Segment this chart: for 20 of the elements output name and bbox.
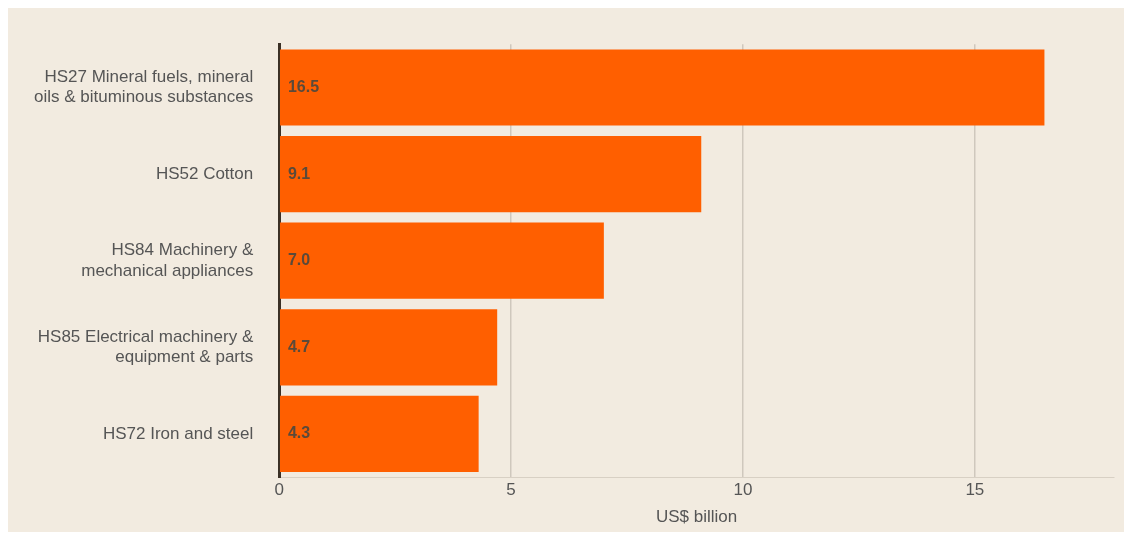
bar <box>279 136 702 213</box>
x-axis-title: US$ billion <box>655 507 738 527</box>
bar <box>279 309 498 386</box>
y-tick-label: HS27 Mineral fuels, mineral oils & bituminous substances <box>33 66 254 107</box>
x-tick-label: 5 <box>506 480 516 500</box>
y-tick-label: HS72 Iron and steel <box>102 423 254 443</box>
data-label: 4.3 <box>287 424 311 442</box>
x-tick-label: 15 <box>965 480 985 500</box>
data-label: 16.5 <box>287 77 320 95</box>
bar <box>279 49 1045 126</box>
bar <box>279 395 479 472</box>
bar <box>279 222 604 299</box>
y-tick-label: HS85 Electrical machinery & equipment & parts <box>37 326 254 367</box>
x-tick-label: 0 <box>274 480 284 500</box>
data-label: 7.0 <box>287 251 311 269</box>
x-tick-label: 10 <box>733 480 753 500</box>
data-label: 4.7 <box>287 337 311 355</box>
y-tick-label: HS52 Cotton <box>155 163 254 183</box>
y-tick-label: HS84 Machinery & mechanical appliances <box>81 240 254 280</box>
data-label: 9.1 <box>287 164 311 182</box>
